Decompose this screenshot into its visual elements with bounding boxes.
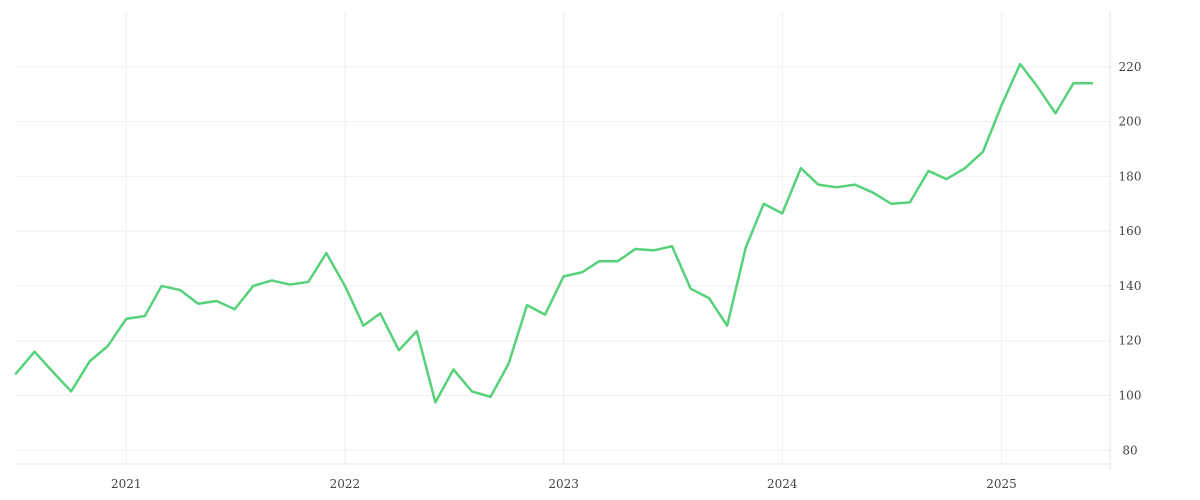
y-tick-label: 100 <box>1119 389 1142 403</box>
x-axis-ticks: 2021 2022 2023 2024 2025 <box>111 477 1017 491</box>
y-axis-ticks: 80 100 120 140 160 180 200 220 <box>1119 60 1142 458</box>
x-tick-label: 2025 <box>986 477 1017 491</box>
series-layer <box>14 62 1094 404</box>
y-tick-label: 140 <box>1119 279 1142 293</box>
y-tick-label: 220 <box>1119 60 1142 74</box>
x-tick-label: 2021 <box>111 477 142 491</box>
y-tick-label: 80 <box>1122 443 1137 457</box>
axes <box>16 12 1111 470</box>
x-tick-label: 2022 <box>330 477 361 491</box>
series-line <box>14 62 1094 404</box>
y-tick-label: 180 <box>1119 169 1142 183</box>
x-tick-label: 2024 <box>767 477 798 491</box>
y-tick-label: 120 <box>1119 334 1142 348</box>
y-tick-label: 200 <box>1119 115 1142 129</box>
x-tick-label: 2023 <box>548 477 579 491</box>
grid <box>16 12 1110 464</box>
y-tick-label: 160 <box>1119 224 1142 238</box>
